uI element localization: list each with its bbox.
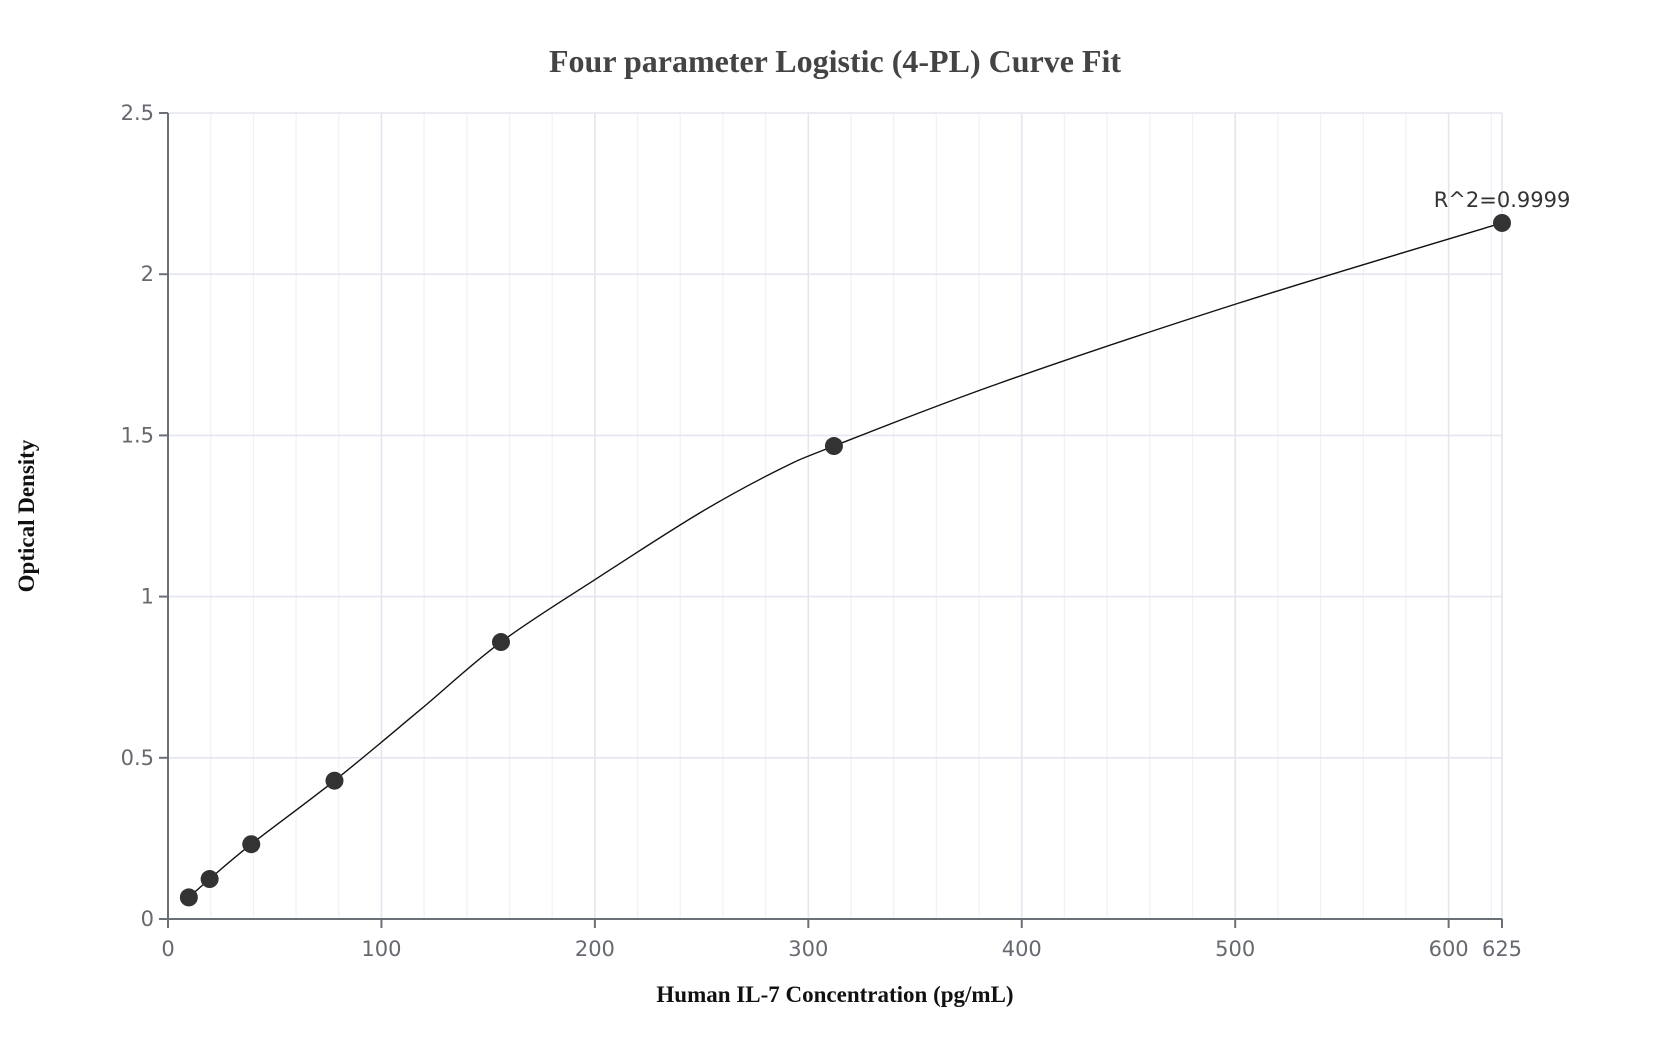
data-point (824, 437, 843, 456)
data-point (325, 771, 344, 790)
x-tick-label: 0 (161, 937, 174, 961)
y-tick-label: 2 (141, 262, 154, 286)
y-tick-label: 2.5 (121, 101, 154, 125)
y-axis-title: Optical Density (14, 439, 39, 592)
grid (168, 112, 1503, 919)
r-squared-annotation: R^2=0.9999 (1434, 188, 1571, 212)
x-tick-label: 600 (1429, 937, 1469, 961)
x-tick-label: 400 (1002, 937, 1042, 961)
data-point (242, 835, 261, 854)
x-tick-label: 100 (361, 937, 401, 961)
y-tick-label: 1 (141, 585, 154, 609)
fit-curve (188, 222, 1503, 898)
x-tick-label: 300 (788, 937, 828, 961)
x-tick-label: 500 (1215, 937, 1255, 961)
chart-title: Four parameter Logistic (4-PL) Curve Fit (549, 43, 1121, 79)
y-tick-label: 0 (141, 907, 154, 931)
data-point (1493, 213, 1511, 232)
axes (159, 112, 1503, 928)
y-tick-label: 0.5 (121, 746, 154, 770)
x-tick-label: 200 (575, 937, 615, 961)
x-axis-title: Human IL-7 Concentration (pg/mL) (656, 982, 1013, 1007)
data-point (200, 870, 219, 889)
y-tick-label: 1.5 (121, 423, 154, 447)
x-tick-label: 625 (1482, 937, 1522, 961)
data-point (491, 633, 510, 652)
tick-labels: 0 0.5 1 1.5 2 2.5 0 100 200 300 400 500 600 625 (121, 101, 1522, 961)
data-point (179, 888, 198, 907)
data-points (179, 213, 1511, 907)
